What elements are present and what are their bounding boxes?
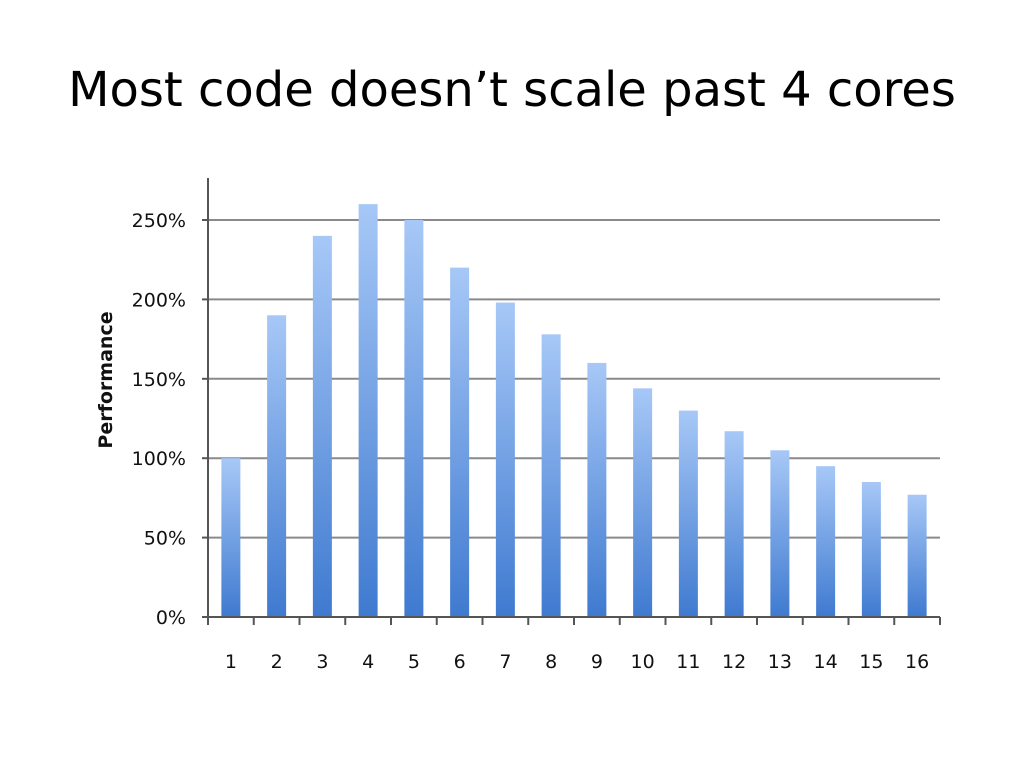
bar — [816, 466, 836, 617]
bar — [358, 204, 378, 617]
axes — [202, 178, 941, 625]
x-tick-label: 6 — [454, 651, 466, 673]
bars — [221, 204, 927, 617]
bar — [312, 235, 332, 617]
x-tick-label: 2 — [271, 651, 283, 673]
x-tick-label: 10 — [631, 651, 655, 673]
y-axis-label: Performance — [95, 311, 117, 448]
bar — [633, 388, 653, 617]
bar — [404, 220, 424, 617]
x-tick-label: 11 — [676, 651, 700, 673]
x-tick-label: 14 — [814, 651, 838, 673]
x-tick-label: 3 — [316, 651, 328, 673]
x-tick-label: 7 — [499, 651, 511, 673]
bar — [221, 458, 241, 617]
y-tick-label: 100% — [132, 448, 186, 470]
bar — [770, 450, 790, 617]
x-tick-label: 5 — [408, 651, 420, 673]
x-tick-label: 16 — [905, 651, 929, 673]
x-tick-label: 4 — [362, 651, 374, 673]
bar — [907, 494, 927, 617]
bar — [450, 267, 470, 617]
bar — [587, 362, 607, 617]
x-tick-label: 8 — [545, 651, 557, 673]
y-tick-label: 50% — [144, 528, 186, 550]
x-tick-label: 9 — [591, 651, 603, 673]
bar — [861, 482, 881, 617]
bar — [724, 431, 744, 617]
x-tick-label: 12 — [722, 651, 746, 673]
y-tick-label: 250% — [132, 210, 186, 232]
x-tick-label: 13 — [768, 651, 792, 673]
y-tick-label: 0% — [156, 607, 186, 629]
tick-labels: 0%50%100%150%200%250%1 2 3 4 5 6 7 8 9 10 11 12 13 14… — [132, 210, 930, 673]
y-tick-label: 150% — [132, 369, 186, 391]
bar — [678, 410, 698, 617]
y-tick-label: 200% — [132, 289, 186, 311]
bar — [267, 315, 287, 617]
bar — [541, 334, 561, 617]
x-tick-label: 1 — [225, 651, 237, 673]
bar — [495, 302, 515, 617]
x-tick-label: 15 — [859, 651, 883, 673]
slide-title: Most code doesn’t scale past 4 cores — [68, 62, 956, 118]
